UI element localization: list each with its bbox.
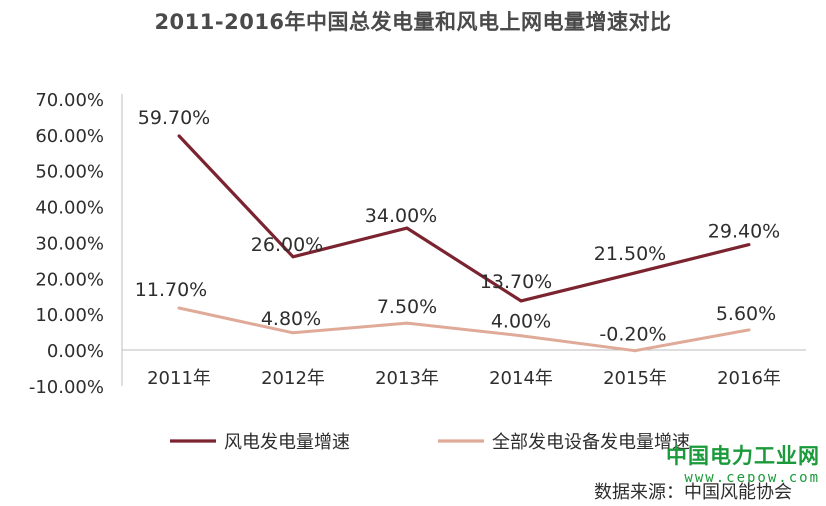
data-point — [633, 271, 637, 275]
data-label: 21.50% — [594, 243, 666, 265]
x-tick-label: 2015年 — [603, 368, 667, 389]
data-label: 11.70% — [135, 279, 207, 301]
x-tick-label: 2016年 — [717, 368, 781, 389]
y-tick-label: -10.00% — [29, 377, 104, 398]
y-tick-label: 10.00% — [35, 305, 104, 326]
data-point — [291, 255, 295, 259]
data-point — [747, 243, 751, 247]
data-point — [405, 321, 409, 325]
data-label: 29.40% — [708, 221, 780, 243]
y-tick-label: 30.00% — [35, 233, 104, 254]
x-tick-label: 2013年 — [375, 368, 439, 389]
watermark-title: 中国电力工业网 — [666, 444, 820, 468]
data-point — [747, 328, 751, 332]
x-tick-label: 2011年 — [147, 368, 211, 389]
y-tick-label: 40.00% — [35, 198, 104, 219]
x-tick-label: 2012年 — [261, 368, 325, 389]
data-label: 4.80% — [261, 308, 321, 330]
watermark-url: www.cepow.com — [684, 470, 820, 486]
data-label: -0.20% — [599, 324, 666, 346]
data-point — [519, 334, 523, 338]
y-tick-label: 20.00% — [35, 269, 104, 290]
data-label: 26.00% — [251, 234, 323, 256]
data-label: 5.60% — [716, 303, 776, 325]
data-point — [633, 349, 637, 353]
series-line-1 — [177, 134, 750, 303]
y-tick-label: 0.00% — [47, 341, 104, 362]
watermark: 中国电力工业网 www.cepow.com — [650, 440, 820, 486]
y-tick-label: 50.00% — [35, 162, 104, 183]
x-tick-label: 2014年 — [489, 368, 553, 389]
series-line-2 — [178, 306, 750, 353]
data-label: 13.70% — [480, 271, 552, 293]
data-label: 4.00% — [491, 311, 551, 333]
data-point — [405, 226, 409, 230]
legend-label: 风电发电量增速 — [224, 432, 350, 453]
data-point — [291, 331, 295, 335]
data-point — [177, 134, 181, 138]
data-label: 7.50% — [377, 296, 437, 318]
legend-label: 全部发电设备发电量增速 — [492, 432, 690, 453]
data-label: 34.00% — [365, 205, 437, 227]
source-note: 数据来源：中国风能协会 — [594, 482, 792, 503]
y-tick-label: 70.00% — [35, 90, 104, 111]
data-point — [177, 306, 181, 310]
y-tick-label: 60.00% — [35, 126, 104, 147]
data-label: 59.70% — [138, 107, 210, 129]
chart-title: 2011-2016年中国总发电量和风电上网电量增速对比 — [154, 10, 672, 34]
data-point — [519, 299, 523, 303]
